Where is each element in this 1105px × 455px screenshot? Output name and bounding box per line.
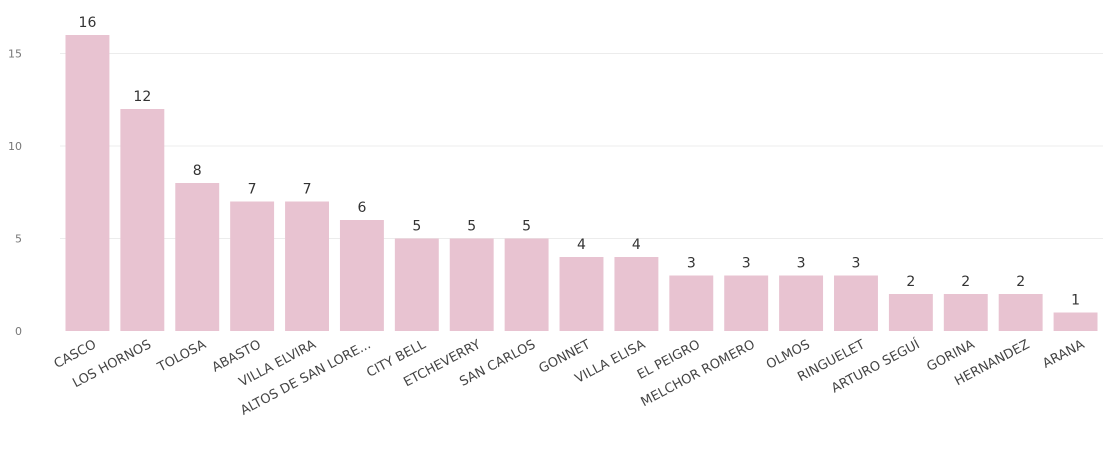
data-label: 7 bbox=[248, 182, 257, 198]
y-tick-label: 0 bbox=[15, 325, 22, 338]
bar bbox=[120, 109, 165, 331]
bar bbox=[175, 183, 220, 331]
y-tick-label: 5 bbox=[15, 233, 22, 246]
data-label: 5 bbox=[467, 219, 476, 235]
data-label: 5 bbox=[412, 219, 421, 235]
bar bbox=[834, 275, 878, 331]
data-label: 8 bbox=[193, 163, 202, 179]
data-label: 2 bbox=[906, 274, 915, 290]
bar bbox=[559, 257, 604, 331]
bar bbox=[285, 201, 329, 331]
bar bbox=[724, 275, 769, 331]
y-axis-ticks: 0 5 10 15 bbox=[8, 48, 22, 339]
data-labels: 16 12 8 7 7 6 5 5 5 4 4 3 3 3 3 2 2 2 1 bbox=[79, 15, 1080, 309]
bar bbox=[230, 201, 275, 331]
data-label: 7 bbox=[303, 182, 312, 198]
bar bbox=[394, 238, 439, 331]
x-tick-label: ARANA bbox=[1040, 337, 1087, 371]
y-tick-label: 10 bbox=[8, 140, 22, 153]
bar bbox=[888, 294, 933, 331]
data-label: 3 bbox=[852, 256, 861, 272]
data-label: 3 bbox=[742, 256, 751, 272]
bar bbox=[614, 257, 659, 331]
bar bbox=[943, 294, 988, 331]
bars bbox=[65, 35, 1098, 331]
data-label: 2 bbox=[1016, 274, 1025, 290]
data-label: 4 bbox=[577, 237, 586, 253]
data-label: 16 bbox=[79, 15, 97, 31]
bar bbox=[504, 238, 549, 331]
bar bbox=[779, 275, 824, 331]
data-label: 12 bbox=[133, 89, 151, 105]
x-tick-label: TOLOSA bbox=[154, 337, 208, 375]
bar bbox=[1053, 312, 1098, 331]
data-label: 2 bbox=[961, 274, 970, 290]
data-label: 1 bbox=[1071, 293, 1080, 309]
bar bbox=[65, 35, 110, 331]
data-label: 6 bbox=[357, 200, 366, 216]
bar bbox=[449, 238, 494, 331]
data-label: 5 bbox=[522, 219, 531, 235]
bar bbox=[669, 275, 714, 331]
data-label: 4 bbox=[632, 237, 641, 253]
data-label: 3 bbox=[797, 256, 806, 272]
x-tick-label: ARTURO SEGUÍ bbox=[829, 336, 923, 396]
bar bbox=[998, 294, 1043, 331]
y-tick-label: 15 bbox=[8, 48, 22, 61]
bar bbox=[339, 220, 384, 331]
data-label: 3 bbox=[687, 256, 696, 272]
